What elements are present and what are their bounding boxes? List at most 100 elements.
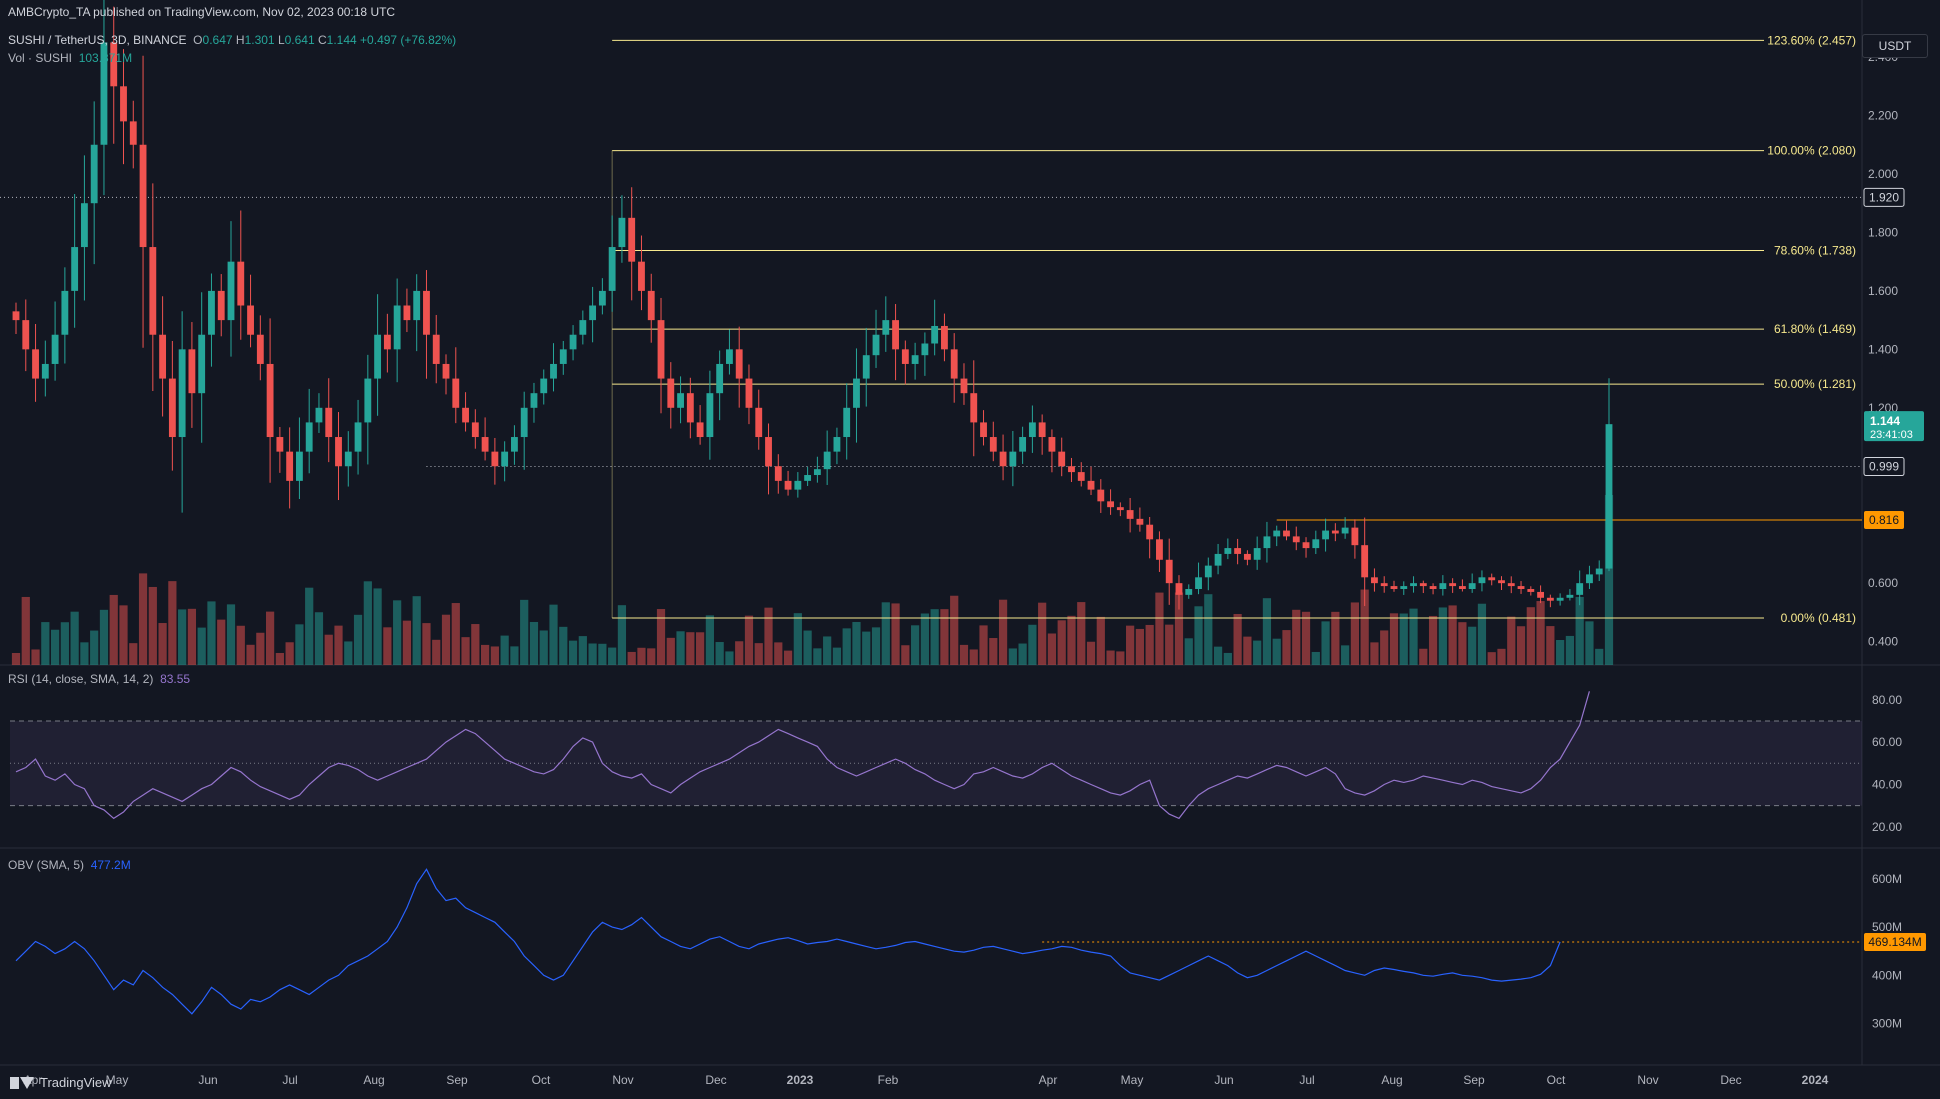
volume-bar: [1184, 638, 1193, 665]
rsi-layer: [10, 691, 1862, 820]
volume-bar: [373, 588, 382, 665]
candle-body: [999, 451, 1007, 467]
volume-bar: [813, 648, 822, 665]
volume-bar: [559, 626, 568, 665]
volume-bar: [666, 637, 675, 665]
volume-bar: [1155, 592, 1164, 665]
volume-bar: [305, 587, 314, 665]
rsi-band: [10, 720, 1862, 806]
volume-bar: [627, 651, 636, 665]
volume-bar: [334, 625, 343, 665]
volume-bar: [1526, 607, 1535, 665]
volume-bar: [696, 632, 705, 665]
last-price-text: 1.144: [1870, 414, 1900, 428]
volume-bar: [1380, 630, 1389, 665]
volume-bar: [715, 642, 724, 665]
volume-bar: [793, 613, 802, 665]
candle-body: [1498, 580, 1505, 584]
currency-button[interactable]: USDT: [1862, 34, 1928, 58]
volume-bar: [41, 622, 50, 665]
volume-bar: [1233, 613, 1242, 665]
volume-bar: [1468, 626, 1477, 665]
volume-bar: [1145, 624, 1154, 665]
candle-body: [1449, 583, 1457, 587]
volume-bar: [1409, 608, 1418, 665]
volume-bar: [1213, 646, 1223, 665]
volume-bar: [197, 627, 206, 665]
fib-label: 0.00% (0.481): [1781, 611, 1856, 625]
candle-body: [178, 349, 186, 438]
volume-bar: [119, 605, 128, 665]
volume-bar: [256, 632, 265, 665]
candle-body: [1468, 583, 1476, 590]
volume-bar: [275, 652, 284, 665]
volume-bar: [783, 650, 793, 665]
volume-bar: [168, 581, 177, 665]
volume-bar: [1360, 589, 1369, 665]
candle-body: [853, 378, 860, 408]
candle-body: [71, 247, 79, 291]
volume-bar: [656, 609, 666, 665]
volume-bar: [1057, 620, 1066, 665]
volume-bar: [1174, 592, 1184, 665]
candle-body: [1478, 577, 1486, 584]
candle-body: [1517, 586, 1525, 590]
volume-bar: [1262, 598, 1272, 665]
candle-body: [1439, 583, 1447, 590]
candle-body: [540, 378, 548, 394]
price-tick-label: 2.200: [1868, 109, 1898, 123]
candle-body: [1322, 530, 1329, 540]
volume-bar: [930, 609, 939, 665]
time-tick-label: Dec: [1720, 1073, 1741, 1087]
candle-body: [413, 290, 421, 321]
volume-bar: [842, 628, 851, 665]
candle-body: [305, 422, 313, 452]
rsi-tick-label: 80.00: [1872, 693, 1902, 707]
volume-bar: [1301, 611, 1311, 665]
volume-bar: [1341, 645, 1350, 665]
volume-bar: [608, 647, 617, 665]
volume-bar: [803, 630, 812, 665]
time-tick-label: Jun: [1214, 1073, 1233, 1087]
candle-body: [745, 378, 753, 408]
volume-bar: [1292, 609, 1301, 665]
candle-body: [530, 393, 538, 408]
candle-body: [598, 290, 606, 306]
obv-legend: OBV (SMA, 5) 477.2M: [8, 858, 131, 872]
candle-body: [1556, 597, 1564, 601]
volume-bar: [754, 643, 763, 665]
volume-bar: [412, 596, 421, 665]
volume-bar: [1067, 615, 1076, 665]
candle-body: [921, 343, 929, 356]
fib-label: 61.80% (1.469): [1774, 322, 1856, 336]
level-badge: [1863, 187, 1905, 207]
candle-body: [22, 320, 30, 350]
obv-tick-label: 400M: [1872, 968, 1902, 982]
volume-bar: [764, 607, 773, 665]
footer-brand[interactable]: TradingView: [10, 1075, 112, 1090]
candle-body: [1136, 518, 1144, 525]
volume-bar: [1077, 602, 1086, 665]
publisher-text: AMBCrypto_TA published on TradingView.co…: [8, 5, 396, 19]
volume-bar: [500, 635, 509, 665]
candle-body: [1126, 510, 1134, 519]
volume-bar: [207, 601, 216, 665]
candle-body: [51, 334, 59, 364]
volume-bar: [1321, 621, 1330, 665]
symbol-legend: SUSHI / TetherUS, 3D, BINANCE O0.647 H1.…: [8, 33, 456, 47]
obv-tick-label: 300M: [1872, 1016, 1902, 1030]
time-tick-label: Sep: [446, 1073, 468, 1087]
candle-body: [1243, 553, 1251, 560]
candle-body: [1107, 501, 1114, 508]
volume-bar: [979, 625, 988, 665]
candle-body: [286, 451, 294, 481]
candle-body: [1185, 589, 1193, 595]
candle-body: [423, 290, 430, 335]
obv-value: 477.2M: [90, 858, 131, 872]
candle-body: [276, 437, 284, 452]
volume-bar: [402, 620, 412, 665]
last-price-badge: [1864, 411, 1924, 442]
fib-label: 50.00% (1.281): [1774, 377, 1856, 391]
candle-body: [393, 305, 401, 350]
volume-bar: [129, 643, 138, 665]
